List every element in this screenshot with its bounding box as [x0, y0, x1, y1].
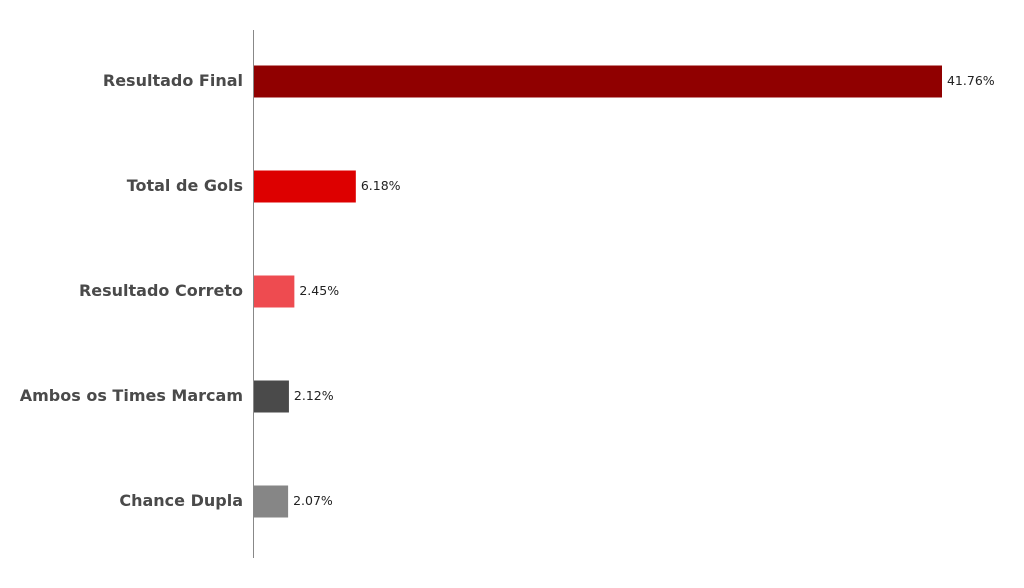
bar	[254, 380, 289, 413]
value-label: 6.18%	[361, 178, 401, 193]
category-label: Total de Gols	[127, 176, 243, 195]
bar	[254, 485, 289, 518]
bar	[254, 170, 356, 203]
bar	[254, 65, 942, 98]
value-label: 2.45%	[299, 283, 339, 298]
bar	[254, 275, 295, 308]
value-label: 2.12%	[294, 388, 334, 403]
category-label: Resultado Final	[103, 71, 243, 90]
category-label: Ambos os Times Marcam	[20, 386, 243, 405]
value-label: 41.76%	[947, 73, 995, 88]
value-label: 2.07%	[293, 493, 333, 508]
category-label: Chance Dupla	[119, 491, 243, 510]
category-label: Resultado Correto	[79, 281, 243, 300]
